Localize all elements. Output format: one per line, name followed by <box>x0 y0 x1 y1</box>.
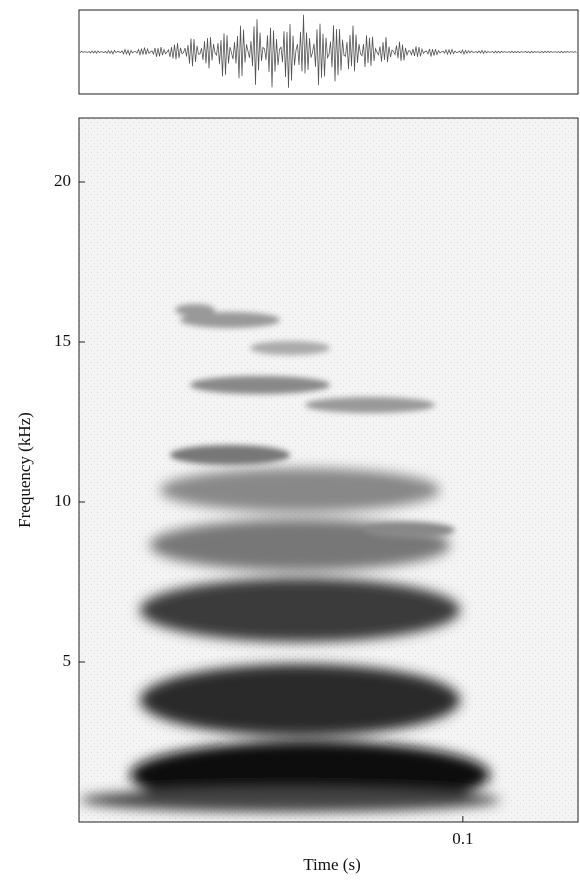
spectrogram-image <box>79 118 578 822</box>
x-tick-label: 0.1 <box>452 829 473 848</box>
plot-frame <box>78 117 579 823</box>
y-axis-label: Frequency (kHz) <box>15 412 34 528</box>
x-axis-label: Time (s) <box>303 855 360 874</box>
y-tick-label: 15 <box>54 331 71 350</box>
y-tick-label: 20 <box>54 171 71 190</box>
y-tick-label: 10 <box>54 491 71 510</box>
waveform <box>79 14 577 88</box>
y-tick-label: 5 <box>63 651 72 670</box>
